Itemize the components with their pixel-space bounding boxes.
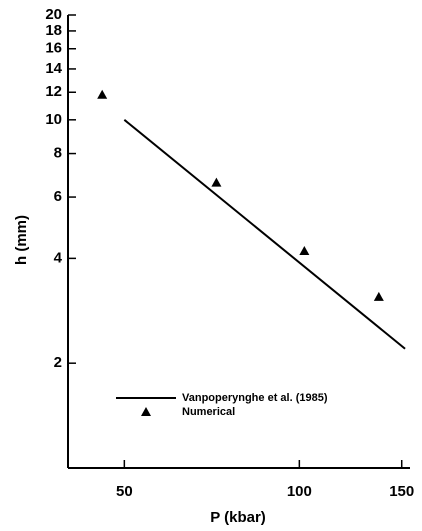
- data-point: [373, 291, 384, 301]
- data-line: [123, 119, 406, 350]
- x-tick-label: 50: [116, 483, 133, 500]
- y-tick-label: 10: [45, 111, 62, 128]
- data-point: [299, 245, 310, 255]
- x-tick-label: 150: [389, 483, 414, 500]
- y-tick-label: 6: [54, 188, 62, 205]
- y-tick-label: 14: [45, 60, 62, 77]
- data-point: [211, 177, 222, 187]
- y-tick-label: 16: [45, 40, 62, 57]
- legend-label: Vanpoperynghe et al. (1985): [182, 392, 328, 404]
- y-tick-label: 4: [54, 249, 63, 266]
- legend-marker: [141, 407, 151, 416]
- y-tick-label: 12: [45, 83, 62, 100]
- data-point: [97, 89, 108, 99]
- y-axis-label: h (mm): [13, 215, 30, 265]
- y-tick-label: 2: [54, 354, 62, 371]
- x-axis-label: P (kbar): [210, 509, 266, 526]
- y-tick-label: 8: [54, 145, 62, 162]
- y-tick-label: 20: [45, 6, 62, 23]
- y-tick-label: 18: [45, 22, 62, 39]
- legend-label: Numerical: [182, 406, 235, 418]
- x-tick-label: 100: [287, 483, 312, 500]
